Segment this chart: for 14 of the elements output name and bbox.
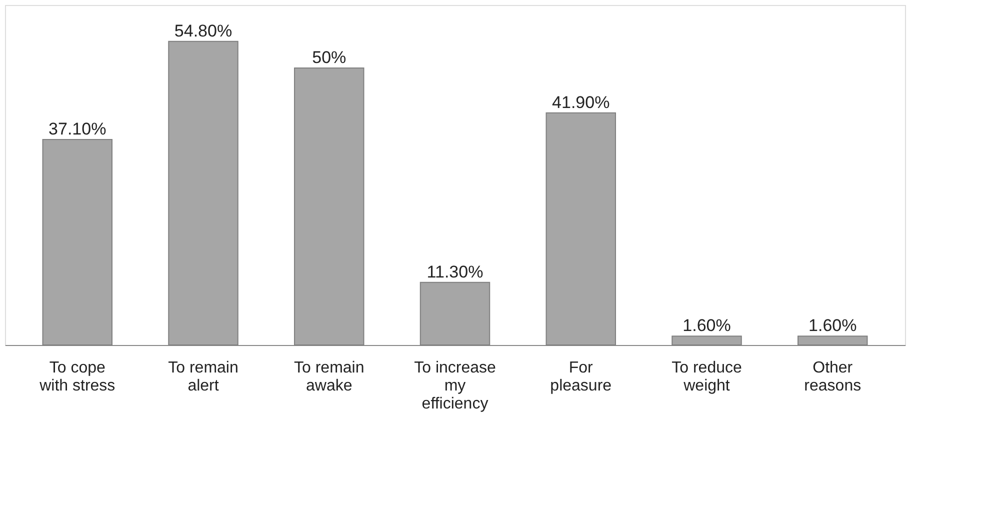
data-label: 11.30% xyxy=(426,262,484,282)
data-label: 37.10% xyxy=(48,119,106,138)
data-label: 41.90% xyxy=(552,92,610,112)
x-tick-label: To reduce weight xyxy=(672,360,742,394)
x-tick-label: To remain awake xyxy=(294,360,364,394)
data-label: 50% xyxy=(312,48,346,68)
x-tick-label: To cope with stress xyxy=(38,360,116,394)
x-tick-label: Other reasons xyxy=(804,360,862,394)
x-tick-label: For pleasure xyxy=(550,360,612,394)
data-label: 1.60% xyxy=(808,316,857,336)
data-label: 1.60% xyxy=(682,316,731,336)
x-tick-label: To increase my efficiency xyxy=(414,360,496,412)
x-tick-label: To remain alert xyxy=(168,360,238,394)
data-label: 54.80% xyxy=(174,21,232,40)
